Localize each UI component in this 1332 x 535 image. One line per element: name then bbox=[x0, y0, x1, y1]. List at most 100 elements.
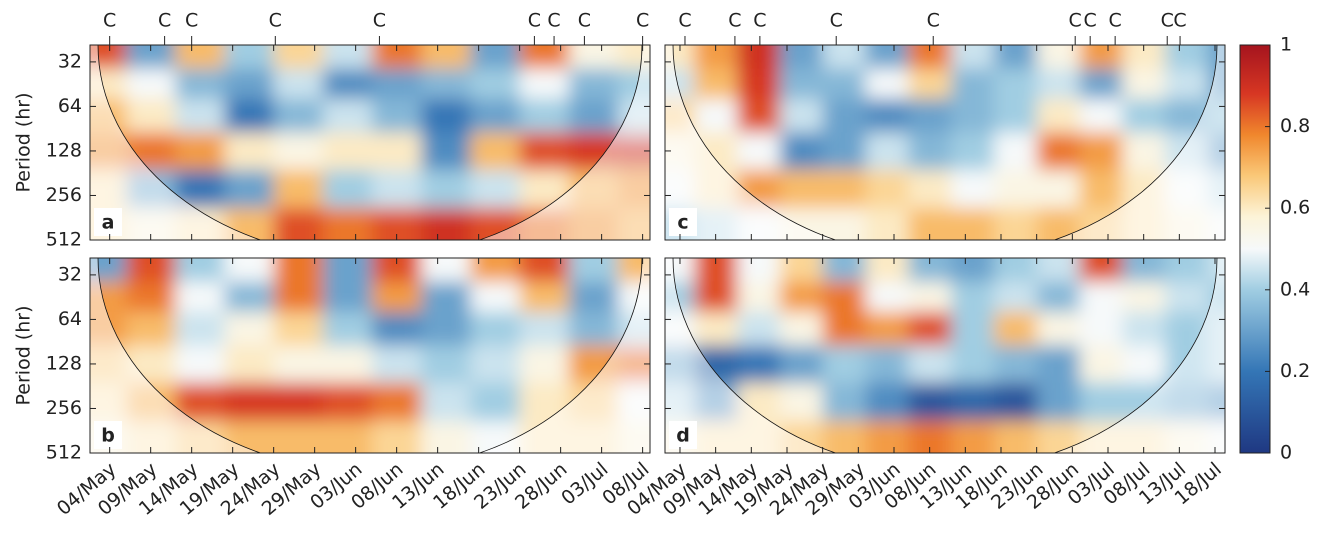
heat-cell bbox=[175, 258, 225, 283]
heat-cell bbox=[993, 68, 1038, 100]
heat-cell bbox=[993, 382, 1038, 422]
heat-cell bbox=[951, 98, 995, 133]
heat-cell bbox=[993, 98, 1038, 133]
y-tick-label: 128 bbox=[46, 352, 82, 374]
heat-cell bbox=[273, 311, 324, 346]
heat-cell bbox=[322, 345, 373, 384]
heat-cell bbox=[1079, 311, 1123, 346]
event-label: C bbox=[103, 10, 116, 32]
heat-cell bbox=[1122, 132, 1166, 171]
heat-cell bbox=[951, 281, 995, 313]
panel-label: a bbox=[102, 212, 115, 234]
colorbar-tick-label: 0 bbox=[1280, 442, 1292, 464]
cone-line bbox=[672, 45, 1218, 240]
panel bbox=[665, 45, 1225, 240]
heat-cell bbox=[737, 345, 781, 384]
heat-cell bbox=[779, 98, 824, 133]
colorbar-tick-label: 0.2 bbox=[1280, 360, 1310, 382]
heat-cell bbox=[1122, 281, 1166, 313]
heat-cell bbox=[694, 68, 738, 100]
heat-cell bbox=[694, 281, 738, 313]
heat-cell bbox=[273, 68, 324, 100]
heat-cell bbox=[470, 311, 521, 346]
heat-cell bbox=[421, 207, 471, 240]
cone-line bbox=[97, 258, 643, 453]
heat-cell bbox=[421, 132, 471, 171]
y-axis-label: Period (hr) bbox=[13, 93, 35, 193]
heat-cell bbox=[1079, 68, 1123, 100]
heat-cell bbox=[993, 311, 1038, 346]
heat-cell bbox=[993, 132, 1038, 171]
heat-cell bbox=[1079, 345, 1123, 384]
heat-cell bbox=[822, 207, 866, 240]
heat-cell bbox=[470, 281, 521, 313]
heat-cell bbox=[865, 311, 909, 346]
event-label: C bbox=[636, 10, 649, 32]
heat-cell bbox=[568, 311, 619, 346]
y-tick-label: 32 bbox=[58, 50, 82, 72]
heat-cell bbox=[175, 98, 225, 133]
heat-cell bbox=[224, 382, 275, 422]
heat-cell bbox=[1036, 68, 1080, 100]
heat-cell bbox=[951, 45, 995, 70]
heat-cell bbox=[421, 98, 471, 133]
heat-cell bbox=[568, 258, 619, 283]
heat-cell bbox=[1165, 45, 1209, 70]
y-tick-label: 64 bbox=[58, 308, 82, 330]
heat-cell bbox=[470, 98, 521, 133]
panel-label: d bbox=[676, 425, 690, 447]
cone-of-influence bbox=[665, 45, 1225, 240]
panel-label-box bbox=[669, 421, 697, 449]
heat-cell bbox=[322, 281, 373, 313]
heat-cell bbox=[908, 382, 952, 422]
heat-cell bbox=[470, 169, 521, 209]
heat-cell bbox=[519, 311, 570, 346]
heat-cell bbox=[273, 132, 324, 171]
heatmap bbox=[665, 258, 1225, 453]
heat-cell bbox=[737, 132, 781, 171]
heat-cell bbox=[175, 311, 225, 346]
heat-cell bbox=[822, 132, 866, 171]
heat-cell bbox=[1165, 281, 1209, 313]
heat-cell bbox=[224, 311, 275, 346]
heat-cell bbox=[322, 68, 373, 100]
heat-cell bbox=[421, 420, 471, 453]
heat-cell bbox=[568, 281, 619, 313]
event-label: C bbox=[185, 10, 198, 32]
event-label: C bbox=[158, 10, 171, 32]
panel-label: b bbox=[101, 425, 115, 447]
heat-cell bbox=[822, 98, 866, 133]
heat-cell bbox=[779, 311, 824, 346]
heat-cell bbox=[1079, 132, 1123, 171]
heat-cell bbox=[568, 98, 619, 133]
heat-cell bbox=[421, 382, 471, 422]
heat-cell bbox=[224, 281, 275, 313]
colorbar-tick-label: 0.8 bbox=[1280, 115, 1310, 137]
heat-cell bbox=[737, 311, 781, 346]
heat-cell bbox=[865, 132, 909, 171]
heat-cell bbox=[372, 132, 422, 171]
colorbar-tick-label: 1 bbox=[1280, 34, 1292, 56]
heat-cell bbox=[908, 98, 952, 133]
heat-cell bbox=[694, 98, 738, 133]
colorbar-tick-label: 0.6 bbox=[1280, 197, 1310, 219]
heat-cell bbox=[865, 68, 909, 100]
panel bbox=[90, 45, 650, 240]
heat-cell bbox=[1122, 98, 1166, 133]
heat-cell bbox=[175, 281, 225, 313]
heat-cell bbox=[822, 281, 866, 313]
heat-cell bbox=[737, 68, 781, 100]
heat-cell bbox=[908, 345, 952, 384]
cone-line bbox=[672, 258, 1218, 453]
heat-cell bbox=[372, 68, 422, 100]
heat-cell bbox=[175, 68, 225, 100]
heat-cell bbox=[1036, 311, 1080, 346]
heat-cell bbox=[951, 420, 995, 453]
panel-frame bbox=[89, 44, 651, 241]
panel-frame bbox=[664, 44, 1226, 241]
heat-cell bbox=[322, 207, 373, 240]
heat-cell bbox=[993, 207, 1038, 240]
heat-cell bbox=[322, 169, 373, 209]
heat-cell bbox=[951, 132, 995, 171]
